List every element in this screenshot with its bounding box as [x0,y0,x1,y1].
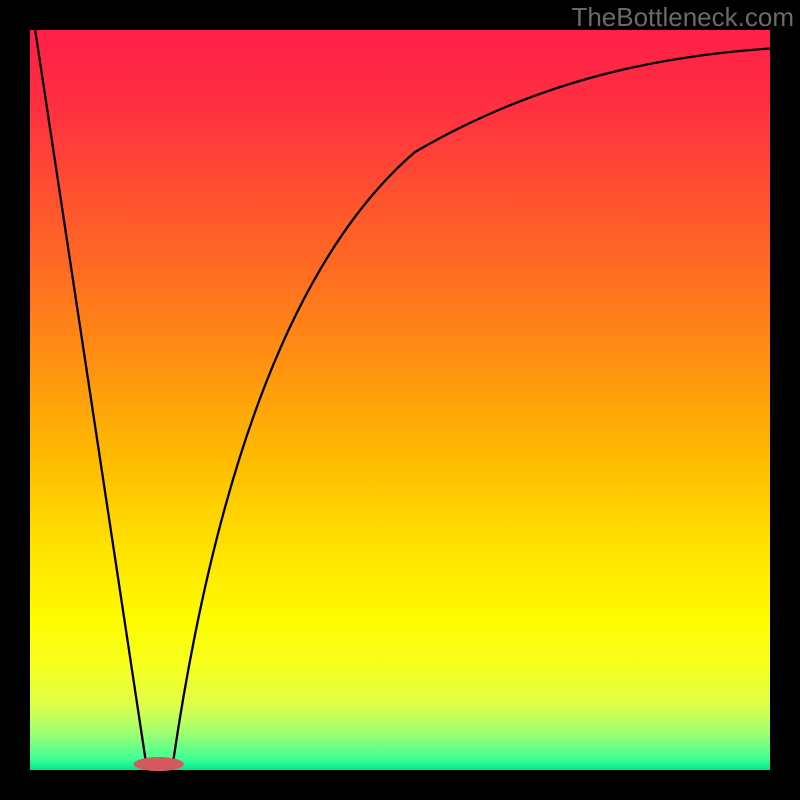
bottleneck-chart [0,0,800,800]
watermark-text: TheBottleneck.com [571,2,794,33]
optimal-marker [134,757,184,771]
gradient-background [30,30,770,770]
